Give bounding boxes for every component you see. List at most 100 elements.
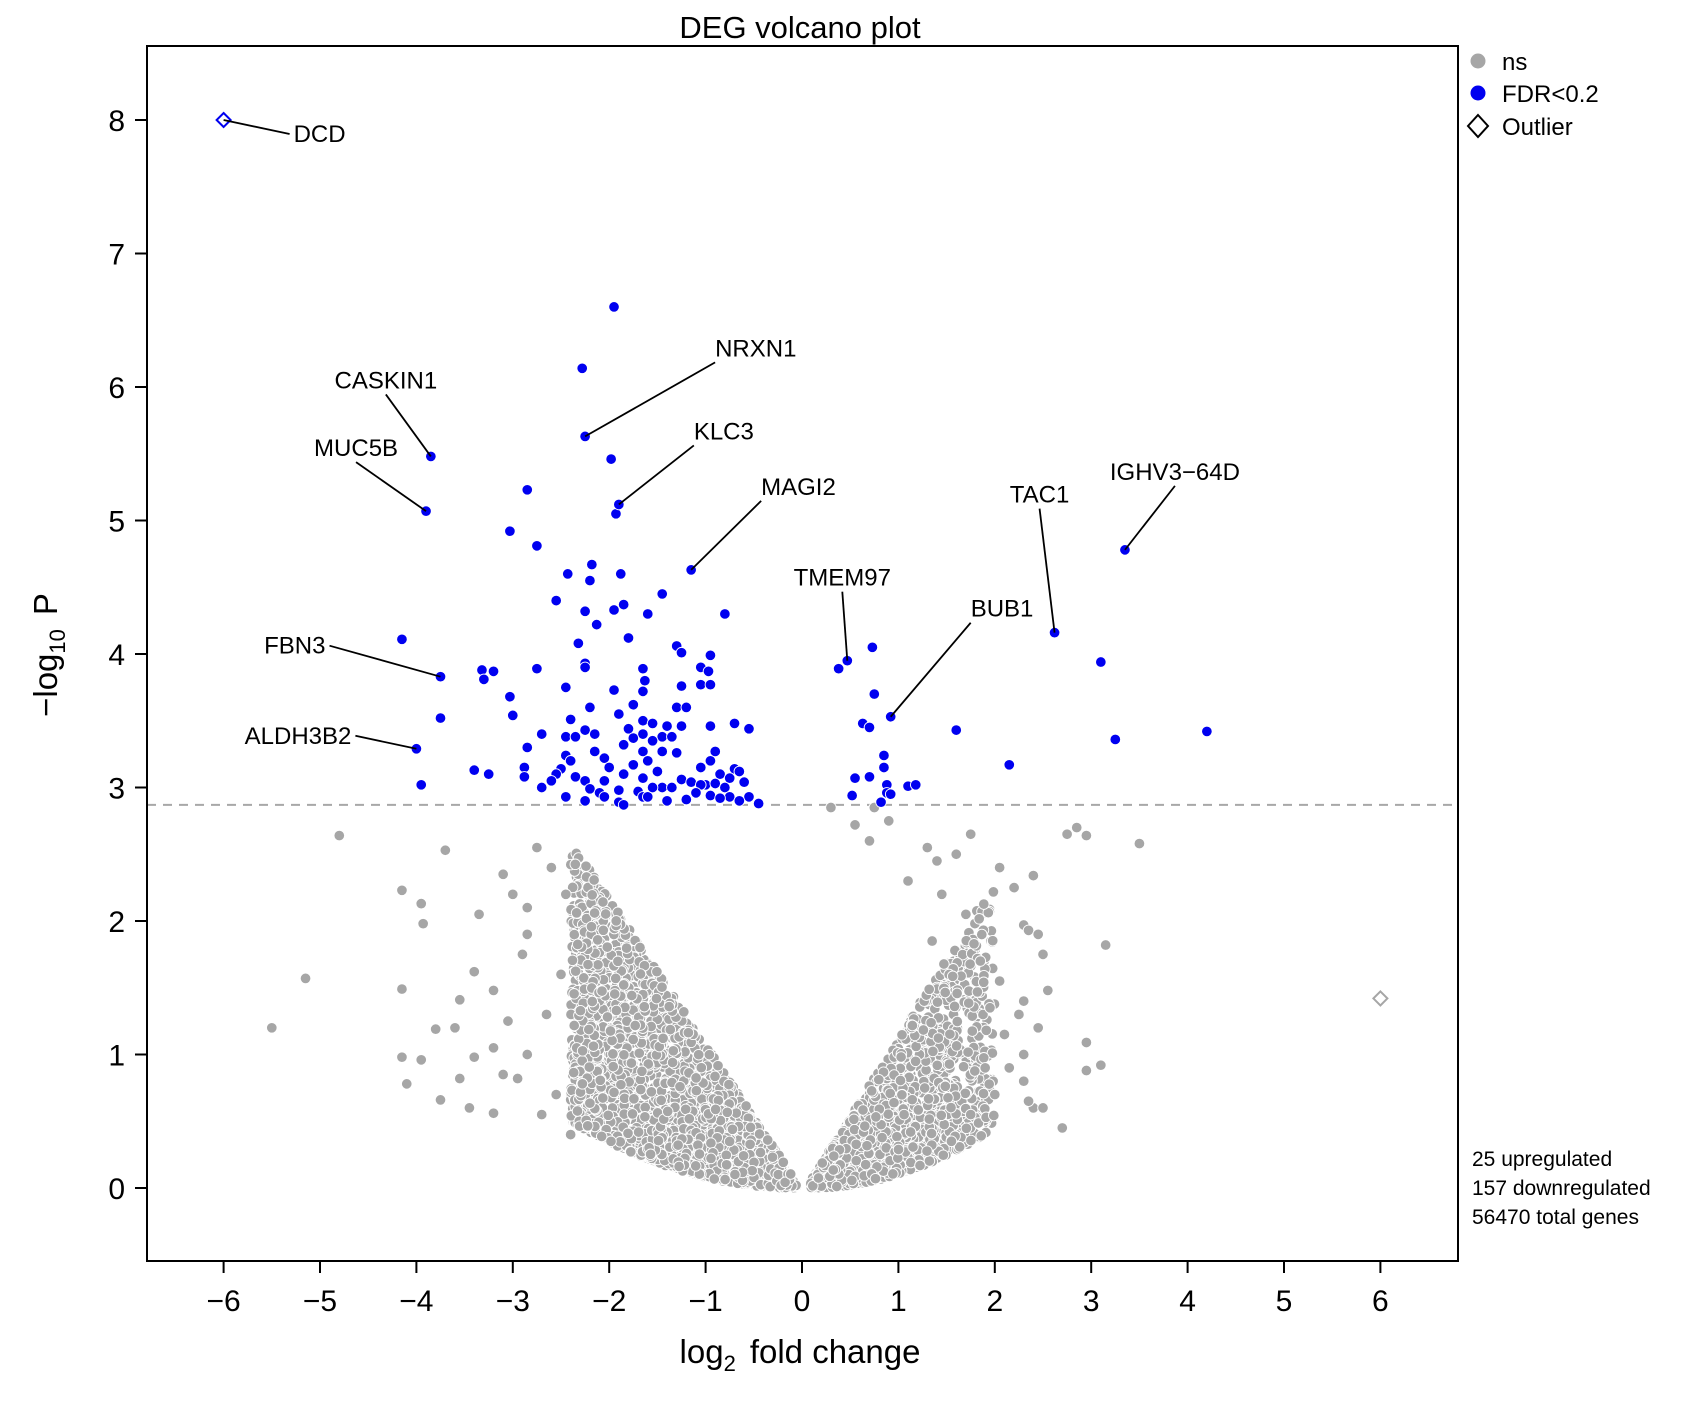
- significant-point: [572, 637, 585, 650]
- ns-point: [882, 1108, 894, 1120]
- ns-point: [754, 1146, 767, 1159]
- ns-point: [917, 1024, 930, 1036]
- significant-point: [613, 784, 625, 796]
- ns-point: [729, 1168, 741, 1181]
- ns-point: [689, 1160, 702, 1172]
- significant-point: [866, 641, 879, 654]
- ns-point: [923, 1113, 936, 1125]
- significant-point: [642, 791, 654, 803]
- ns-point: [953, 1141, 966, 1153]
- gene-label-connector: [841, 591, 849, 661]
- ns-point: [942, 1092, 954, 1104]
- ns-point: [639, 1111, 651, 1123]
- ns-point: [540, 1008, 553, 1021]
- ns-point: [876, 1131, 888, 1144]
- ns-point: [925, 1127, 938, 1140]
- x-tick-label: −3: [496, 1285, 530, 1318]
- significant-point: [622, 723, 635, 735]
- ns-point: [586, 889, 598, 901]
- significant-point: [680, 793, 693, 806]
- significant-point: [560, 731, 572, 743]
- y-axis-title-rest: P: [27, 593, 64, 615]
- significant-point: [627, 698, 640, 711]
- ns-point: [988, 1109, 1000, 1122]
- x-tick-label: 1: [890, 1285, 907, 1318]
- gene-label: FBN3: [264, 633, 325, 660]
- ns-point: [610, 915, 622, 927]
- ns-point: [571, 938, 584, 951]
- significant-point: [487, 665, 500, 678]
- ns-point: [597, 896, 609, 908]
- gene-label-connector: [584, 361, 716, 438]
- gene-label: MUC5B: [314, 435, 398, 462]
- significant-point: [637, 685, 649, 698]
- significant-point: [709, 777, 721, 790]
- ns-point: [690, 1084, 703, 1097]
- significant-point: [603, 761, 615, 774]
- ns-point: [608, 988, 621, 1000]
- ns-point: [816, 1157, 829, 1169]
- ns-point: [753, 1128, 766, 1140]
- ns-point: [869, 1172, 882, 1185]
- labeled-gene-point: [420, 505, 432, 517]
- ns-point: [550, 1088, 562, 1101]
- ns-point: [568, 1019, 580, 1032]
- ns-point: [998, 1028, 1011, 1041]
- ns-point: [591, 934, 604, 946]
- ns-point: [807, 1180, 819, 1192]
- significant-point: [627, 732, 640, 744]
- ns-point: [656, 981, 668, 993]
- significant-point: [846, 789, 858, 802]
- ns-point: [939, 986, 951, 999]
- ns-point: [607, 1048, 619, 1060]
- significant-point: [531, 662, 543, 675]
- ns-point: [580, 860, 592, 872]
- significant-point: [863, 721, 876, 734]
- x-tick-label: −4: [399, 1285, 433, 1318]
- ns-point: [581, 1120, 594, 1132]
- ns-point: [1061, 828, 1073, 840]
- ns-point: [1017, 1075, 1030, 1087]
- significant-point: [656, 745, 668, 758]
- gene-label-connector: [618, 444, 695, 506]
- ns-point: [931, 1059, 944, 1072]
- ns-point: [429, 1023, 442, 1035]
- significant-point: [617, 768, 630, 780]
- ns-point: [1037, 1102, 1049, 1114]
- legend-label-ns: ns: [1502, 49, 1527, 76]
- ns-point: [825, 801, 837, 814]
- ns-point: [695, 1061, 708, 1074]
- ns-point: [968, 938, 980, 950]
- ns-point: [977, 976, 990, 989]
- gene-label: NRXN1: [715, 335, 796, 362]
- significant-point: [550, 594, 562, 607]
- ns-point: [1017, 1048, 1030, 1061]
- ns-point: [979, 1062, 991, 1074]
- gene-label-connector: [385, 393, 432, 457]
- ns-point: [896, 1029, 908, 1041]
- significant-point: [590, 618, 603, 631]
- significant-point: [608, 604, 620, 616]
- ns-point: [859, 1120, 871, 1132]
- ns-point: [266, 1022, 278, 1034]
- significant-point: [646, 735, 659, 747]
- ns-point: [516, 948, 529, 961]
- ns-point: [964, 958, 976, 970]
- ns-point: [1032, 928, 1044, 941]
- significant-point: [875, 796, 887, 808]
- ns-point: [626, 1108, 639, 1120]
- significant-point: [639, 674, 651, 687]
- ns-point: [664, 1023, 677, 1036]
- ns-point: [974, 955, 987, 967]
- significant-point: [661, 720, 673, 732]
- significant-point: [878, 761, 890, 774]
- ns-point: [396, 1051, 408, 1063]
- ns-point: [989, 1088, 1001, 1101]
- ns-point: [1013, 1008, 1025, 1021]
- significant-point: [637, 728, 649, 740]
- ns-point: [746, 1164, 758, 1177]
- ns-point: [396, 983, 408, 995]
- significant-point: [627, 759, 640, 771]
- ns-point: [1099, 939, 1112, 951]
- ns-point: [487, 1042, 500, 1054]
